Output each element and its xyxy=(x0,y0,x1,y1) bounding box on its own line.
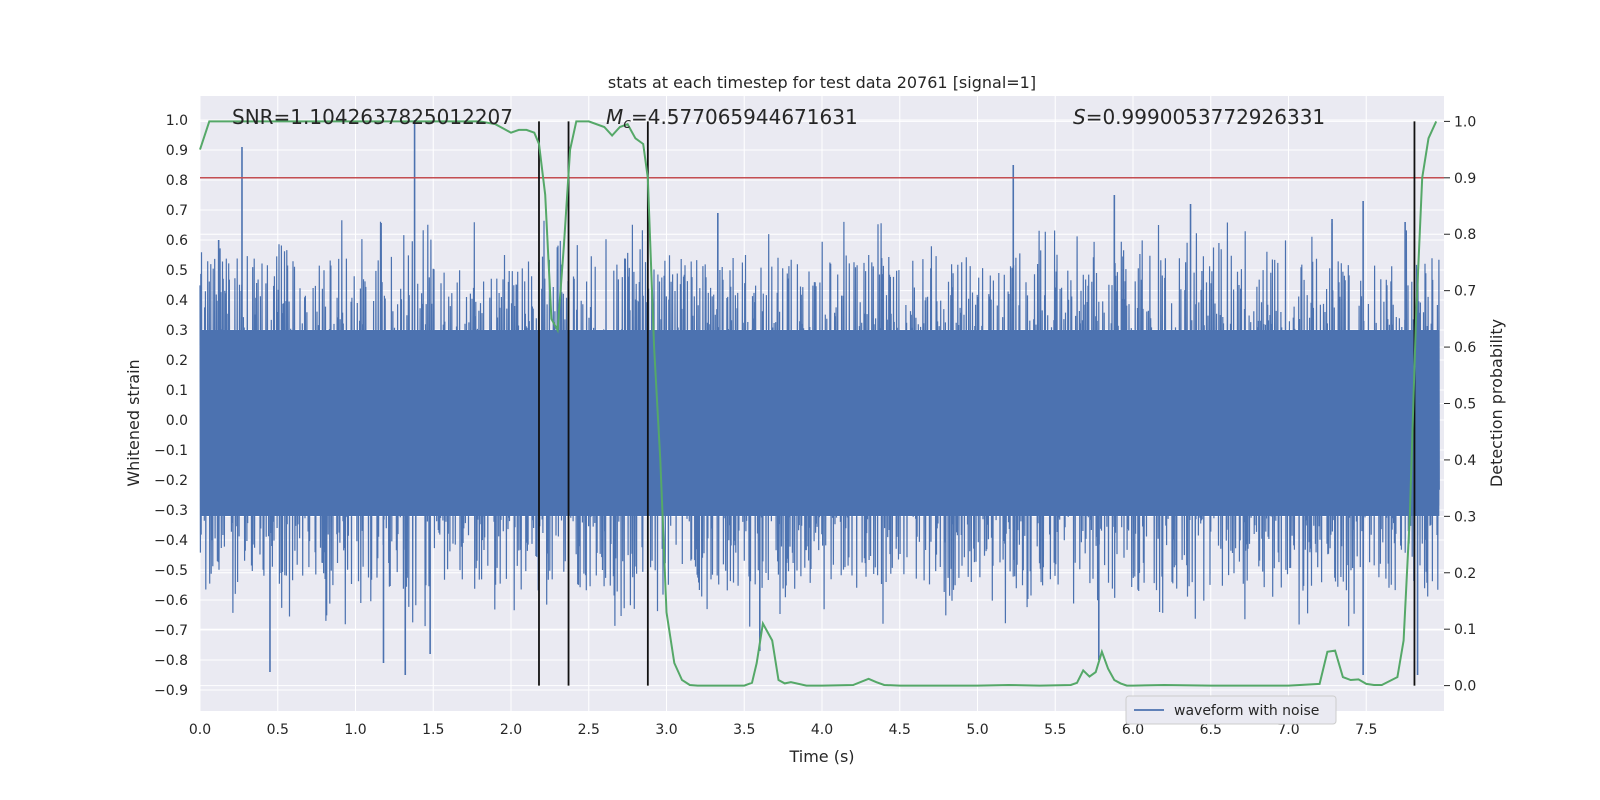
y2-tick-label: 0.1 xyxy=(1454,622,1476,638)
chirp-mass-subscript: c xyxy=(623,116,631,132)
y-tick-label: 0.0 xyxy=(166,413,188,429)
chirp-mass-symbol: M xyxy=(606,105,623,129)
y2-tick-label: 0.5 xyxy=(1454,397,1476,413)
y-tick-label: 0.2 xyxy=(166,353,188,369)
y-tick-label: −0.3 xyxy=(154,503,188,519)
y-tick-label: 0.6 xyxy=(166,233,188,249)
y-axis-label: Whitened strain xyxy=(124,359,143,486)
y-tick-label: 0.9 xyxy=(166,143,188,159)
x-tick-label: 4.0 xyxy=(811,722,833,738)
y-tick-label: 0.7 xyxy=(166,203,188,219)
x-tick-label: 2.0 xyxy=(500,722,522,738)
y-tick-label: −0.6 xyxy=(154,593,188,609)
y2-axis-ticks: 1.0 0.9 0.8 0.7 0.6 0.5 0.4 0.3 0.2 0.1 0.0 xyxy=(1444,114,1476,695)
score-value: =0.9990053772926331 xyxy=(1086,105,1325,129)
y2-tick-label: 1.0 xyxy=(1454,114,1476,130)
detection-probability-series xyxy=(199,120,1438,687)
y2-axis-label: Detection probability xyxy=(1487,319,1506,487)
y2-tick-label: 0.8 xyxy=(1454,227,1476,243)
y-tick-label: −0.5 xyxy=(154,563,188,579)
y-tick-label: 0.4 xyxy=(166,293,188,309)
chart-title: stats at each timestep for test data 207… xyxy=(608,73,1036,92)
x-tick-label: 3.0 xyxy=(655,722,677,738)
y-tick-label: 0.8 xyxy=(166,173,188,189)
x-tick-label: 0.5 xyxy=(267,722,289,738)
x-axis-label: Time (s) xyxy=(788,747,854,766)
y-tick-label: −0.1 xyxy=(154,443,188,459)
legend-entry-waveform: waveform with noise xyxy=(1174,703,1319,719)
y2-tick-label: 0.3 xyxy=(1454,509,1476,525)
x-tick-label: 1.5 xyxy=(422,722,444,738)
snr-annotation: SNR=1.1042637825012207 xyxy=(232,105,513,129)
y2-tick-label: 0.4 xyxy=(1454,453,1476,469)
y2-tick-label: 0.0 xyxy=(1454,679,1476,695)
x-tick-label: 7.0 xyxy=(1277,722,1299,738)
waveform-series xyxy=(199,120,1440,675)
waveform-dense-band xyxy=(200,330,1440,516)
y-tick-label: 0.5 xyxy=(166,263,188,279)
x-tick-label: 0.0 xyxy=(189,722,211,738)
x-tick-label: 4.5 xyxy=(889,722,911,738)
chirp-mass-value: =4.577065944671631 xyxy=(631,105,858,129)
y2-tick-label: 0.7 xyxy=(1454,284,1476,300)
y2-tick-label: 0.9 xyxy=(1454,171,1476,187)
x-axis-ticks: 0.0 0.5 1.0 1.5 2.0 2.5 3.0 3.5 4.0 4.5 5.0 5.5 6.0 6… xyxy=(189,722,1378,738)
event-markers xyxy=(538,121,1416,686)
y-tick-label: 1.0 xyxy=(166,113,188,129)
y-tick-label: 0.1 xyxy=(166,383,188,399)
chirp-mass-annotation: Mc=4.577065944671631 xyxy=(606,105,858,132)
y-tick-label: −0.9 xyxy=(154,683,188,699)
score-symbol: S xyxy=(1073,105,1086,129)
x-tick-label: 6.0 xyxy=(1122,722,1144,738)
x-tick-label: 5.0 xyxy=(966,722,988,738)
y2-tick-label: 0.2 xyxy=(1454,566,1476,582)
legend: waveform with noise xyxy=(1125,695,1337,725)
detection-probability-line xyxy=(199,120,1438,687)
y-axis-ticks: 1.0 0.9 0.8 0.7 0.6 0.5 0.4 0.3 0.2 0.1 0.0 −0.1 −0.… xyxy=(154,113,188,699)
x-tick-label: 1.0 xyxy=(344,722,366,738)
y2-tick-label: 0.6 xyxy=(1454,340,1476,356)
x-tick-label: 6.5 xyxy=(1200,722,1222,738)
x-tick-label: 7.5 xyxy=(1355,722,1377,738)
y-tick-label: −0.8 xyxy=(154,653,188,669)
x-tick-label: 2.5 xyxy=(578,722,600,738)
y-tick-label: 0.3 xyxy=(166,323,188,339)
y-tick-label: −0.7 xyxy=(154,623,188,639)
y-tick-label: −0.4 xyxy=(154,533,188,549)
y-tick-label: −0.2 xyxy=(154,473,188,489)
x-tick-label: 5.5 xyxy=(1044,722,1066,738)
legend-box xyxy=(1125,695,1337,725)
x-tick-label: 3.5 xyxy=(733,722,755,738)
score-annotation: S=0.9990053772926331 xyxy=(1073,105,1325,129)
